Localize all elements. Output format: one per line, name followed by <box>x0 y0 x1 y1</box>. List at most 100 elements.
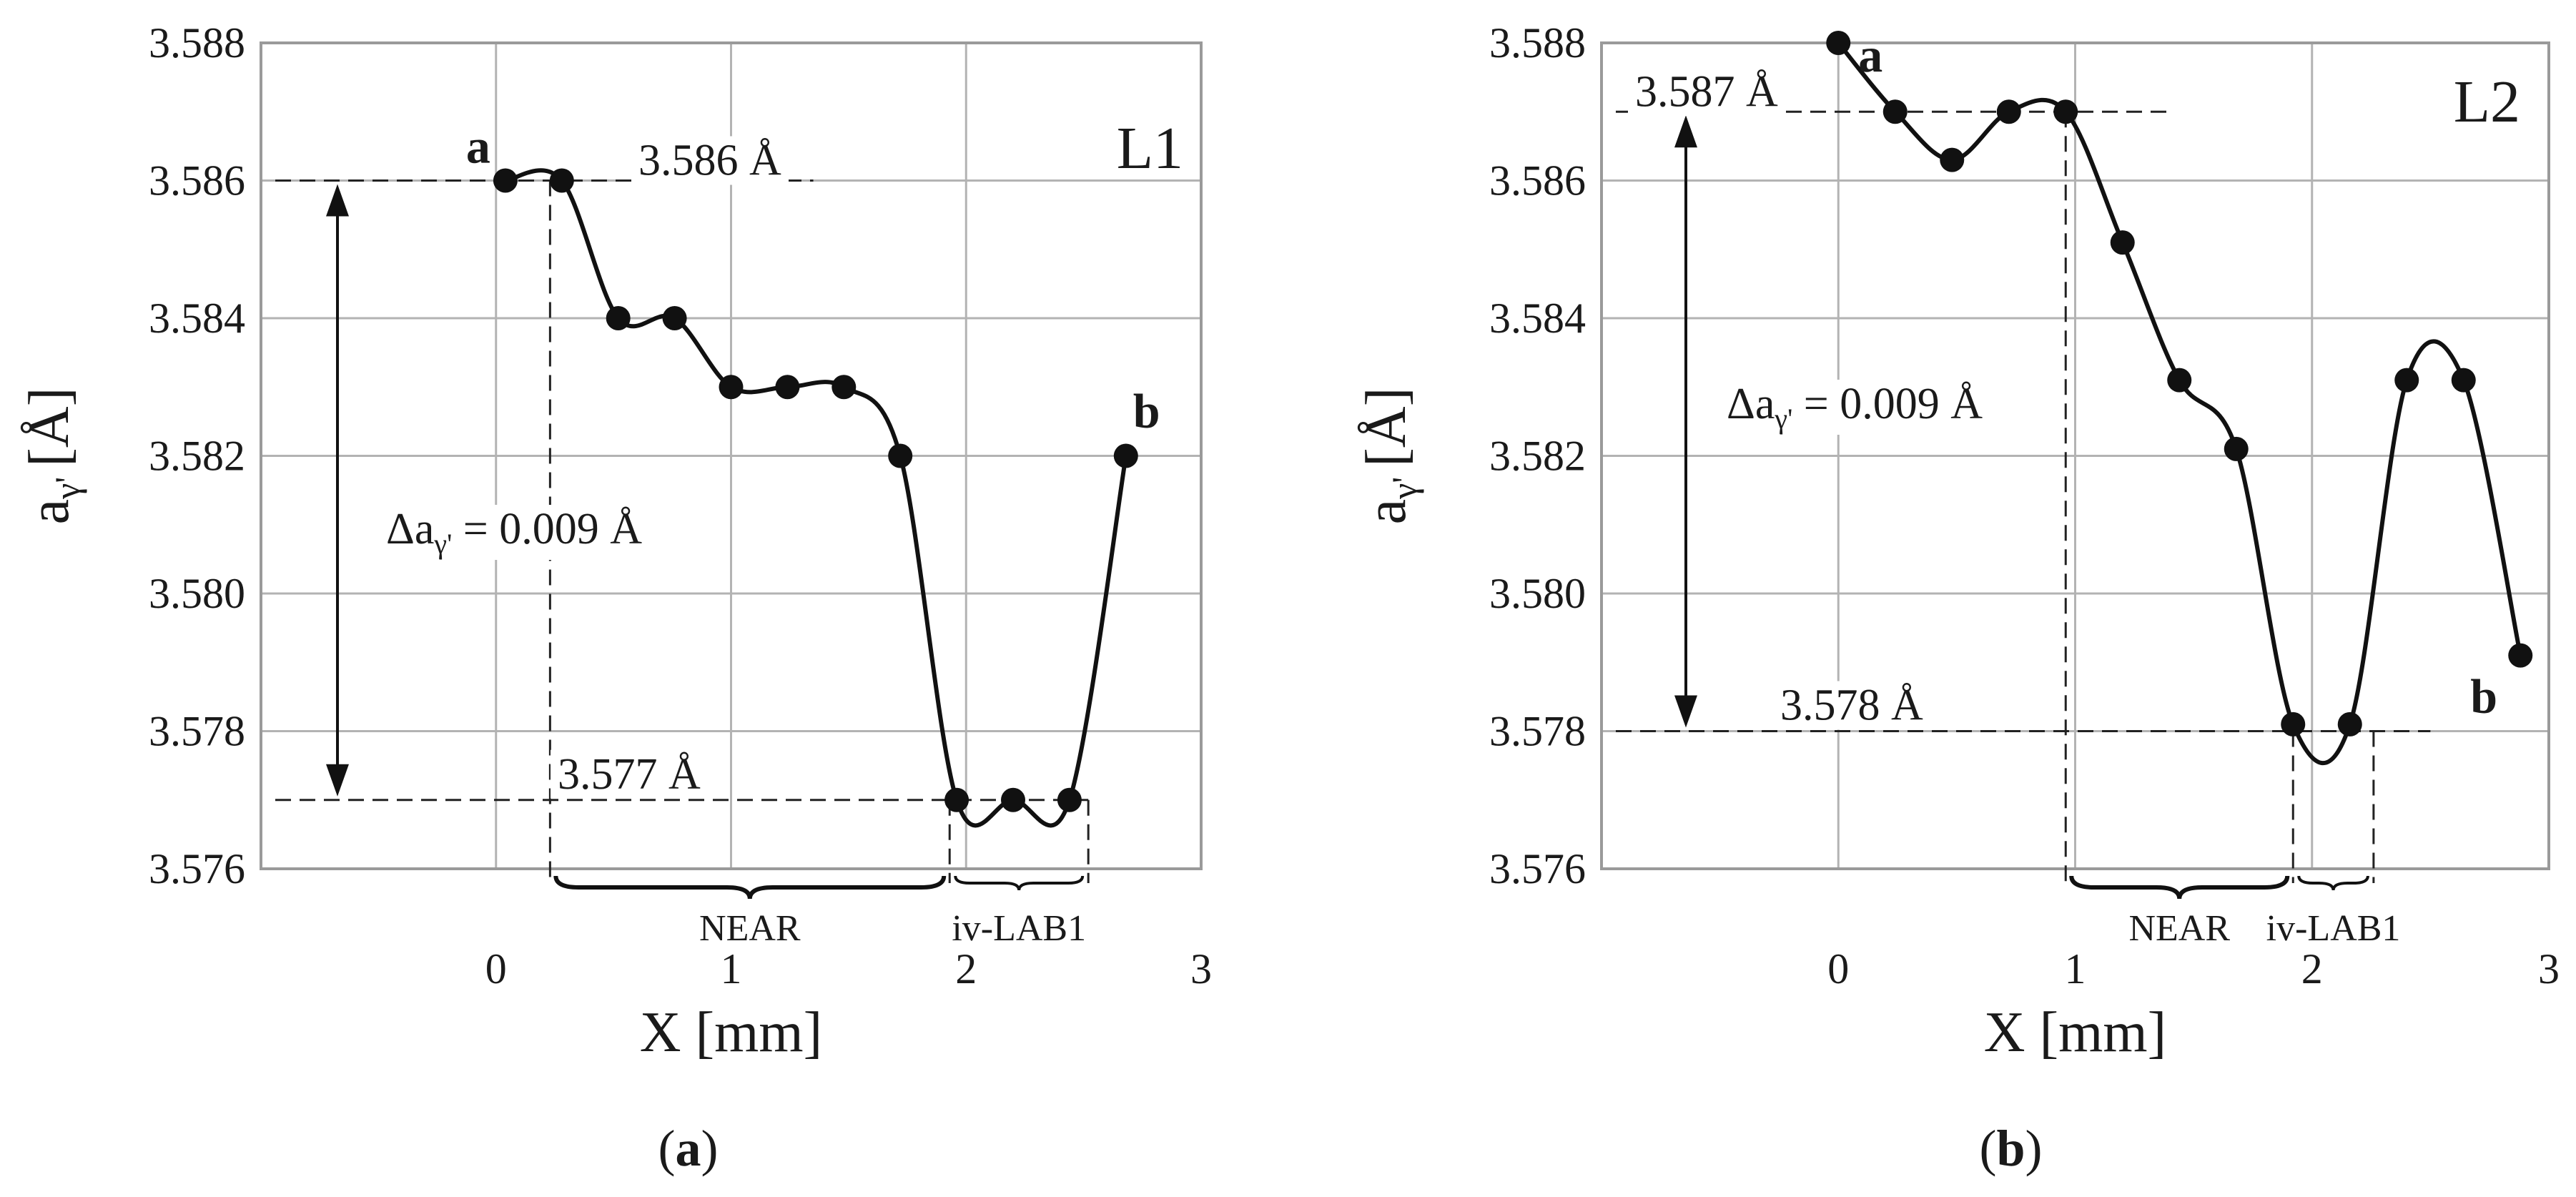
data-point <box>2394 368 2419 393</box>
arrowhead-up <box>1674 115 1697 148</box>
y-axis-subscript: γ' <box>47 477 87 500</box>
data-point <box>2167 368 2192 393</box>
y-axis-title: aγ' [Å] <box>18 388 87 525</box>
data-point <box>1996 99 2021 124</box>
caption-open: ( <box>658 1120 676 1177</box>
caption-letter: a <box>676 1120 701 1177</box>
data-point <box>2451 368 2476 393</box>
max-value-label: 3.586 Å <box>638 137 781 185</box>
y-axis-symbol: a <box>1355 499 1418 525</box>
delta-subscript: γ' <box>1774 403 1792 435</box>
data-point <box>2110 230 2135 255</box>
x-tick-label: 3 <box>1190 945 1212 992</box>
delta-label-backdrop <box>379 505 650 560</box>
y-tick-label: 3.588 <box>1489 19 1586 66</box>
y-tick-label: 3.584 <box>1489 295 1586 342</box>
region-label-iv-lab1: iv-LAB1 <box>2266 908 2401 949</box>
data-point <box>2337 711 2362 737</box>
data-point <box>775 375 800 400</box>
y-tick-label: 3.586 <box>1489 157 1586 205</box>
y-tick-label: 3.580 <box>1489 570 1586 617</box>
grid-lines <box>1602 41 2550 870</box>
caption-close: ) <box>701 1120 719 1177</box>
y-axis-subscript: γ' <box>1384 477 1424 500</box>
data-point <box>1826 31 1851 55</box>
y-axis-symbol: a <box>18 499 81 525</box>
data-point <box>2281 711 2306 737</box>
min-value-label: 3.577 Å <box>558 750 701 799</box>
y-tick-label: 3.588 <box>149 19 245 66</box>
near-brace <box>2069 875 2290 900</box>
x-axis-title: X [mm] <box>640 1001 823 1064</box>
delta-label: Δaγ' = 0.009 Å <box>1727 380 1983 435</box>
end-point-label: b <box>2470 669 2497 724</box>
x-tick-label: 1 <box>721 945 742 992</box>
panel-caption: (b) <box>1979 1120 2042 1177</box>
delta-label: Δaγ' = 0.009 Å <box>386 505 642 560</box>
panel-label: L1 <box>1117 115 1183 182</box>
plot-frame <box>260 41 1203 870</box>
chart-panel-b: 3.576 3.578 3.580 3.582 3.584 3.586 3.588 0 1 2 3… <box>1355 19 2560 1177</box>
data-points <box>1826 31 2533 737</box>
chart-panel-a: 3.576 3.578 3.580 3.582 3.584 3.586 3.588 0 1 2 3… <box>18 19 1212 1177</box>
region-label-near: NEAR <box>699 908 801 949</box>
caption-open: ( <box>1979 1120 1996 1177</box>
max-label-backdrop <box>1628 67 1785 117</box>
min-value-label: 3.578 Å <box>1780 681 1923 730</box>
data-point <box>2508 643 2533 668</box>
y-tick-label: 3.580 <box>149 570 245 617</box>
plot-frame <box>1600 41 2550 870</box>
series-line <box>505 168 1128 828</box>
y-tick-label: 3.576 <box>149 845 245 892</box>
x-tick-labels: 0 1 2 3 <box>1827 945 2560 992</box>
delta-subscript: γ' <box>433 528 452 560</box>
x-tick-label: 1 <box>2065 945 2086 992</box>
data-point <box>662 306 687 330</box>
y-tick-label: 3.578 <box>149 708 245 755</box>
caption-letter: b <box>1996 1120 2025 1177</box>
max-value-label: 3.587 Å <box>1635 67 1778 116</box>
min-label-backdrop <box>1773 681 1930 730</box>
y-tick-label: 3.578 <box>1489 708 1586 755</box>
arrowhead-down <box>1674 695 1697 728</box>
y-tick-label: 3.576 <box>1489 845 1586 892</box>
y-axis-title: aγ' [Å] <box>1355 388 1424 525</box>
data-point <box>2224 436 2249 461</box>
start-point-label: a <box>1858 28 1882 82</box>
iv-lab1-brace <box>2297 875 2369 891</box>
x-tick-label: 0 <box>485 945 507 992</box>
y-axis-unit: [Å] <box>1355 388 1418 467</box>
data-point <box>1113 443 1138 468</box>
arrowhead-up <box>326 184 349 217</box>
data-point <box>2053 99 2078 124</box>
x-tick-label: 2 <box>955 945 977 992</box>
iv-lab1-brace <box>954 875 1085 891</box>
delta-value: = 0.009 Å <box>452 505 642 553</box>
near-brace <box>553 875 947 900</box>
data-point <box>1882 99 1908 124</box>
delta-prefix: Δa <box>1727 380 1775 428</box>
data-point <box>888 443 913 468</box>
x-tick-label: 0 <box>1827 945 1849 992</box>
delta-value: = 0.009 Å <box>1792 380 1983 428</box>
panel-label: L2 <box>2454 69 2520 135</box>
region-label-iv-lab1: iv-LAB1 <box>952 908 1086 949</box>
y-tick-labels: 3.576 3.578 3.580 3.582 3.584 3.586 3.588 <box>149 19 245 892</box>
y-tick-label: 3.582 <box>149 433 245 480</box>
x-tick-label: 2 <box>2301 945 2323 992</box>
data-point <box>549 168 574 193</box>
start-point-label: a <box>466 119 490 174</box>
x-axis-title: X [mm] <box>1984 1001 2167 1064</box>
data-points <box>493 168 1138 812</box>
data-point <box>831 375 857 400</box>
data-point <box>1001 787 1025 812</box>
y-tick-label: 3.582 <box>1489 433 1586 480</box>
region-label-near: NEAR <box>2128 908 2230 949</box>
arrowhead-down <box>326 764 349 797</box>
x-tick-label: 3 <box>2538 945 2560 992</box>
y-tick-label: 3.584 <box>149 295 245 342</box>
y-axis-unit: [Å] <box>18 388 81 467</box>
x-tick-labels: 0 1 2 3 <box>485 945 1212 992</box>
